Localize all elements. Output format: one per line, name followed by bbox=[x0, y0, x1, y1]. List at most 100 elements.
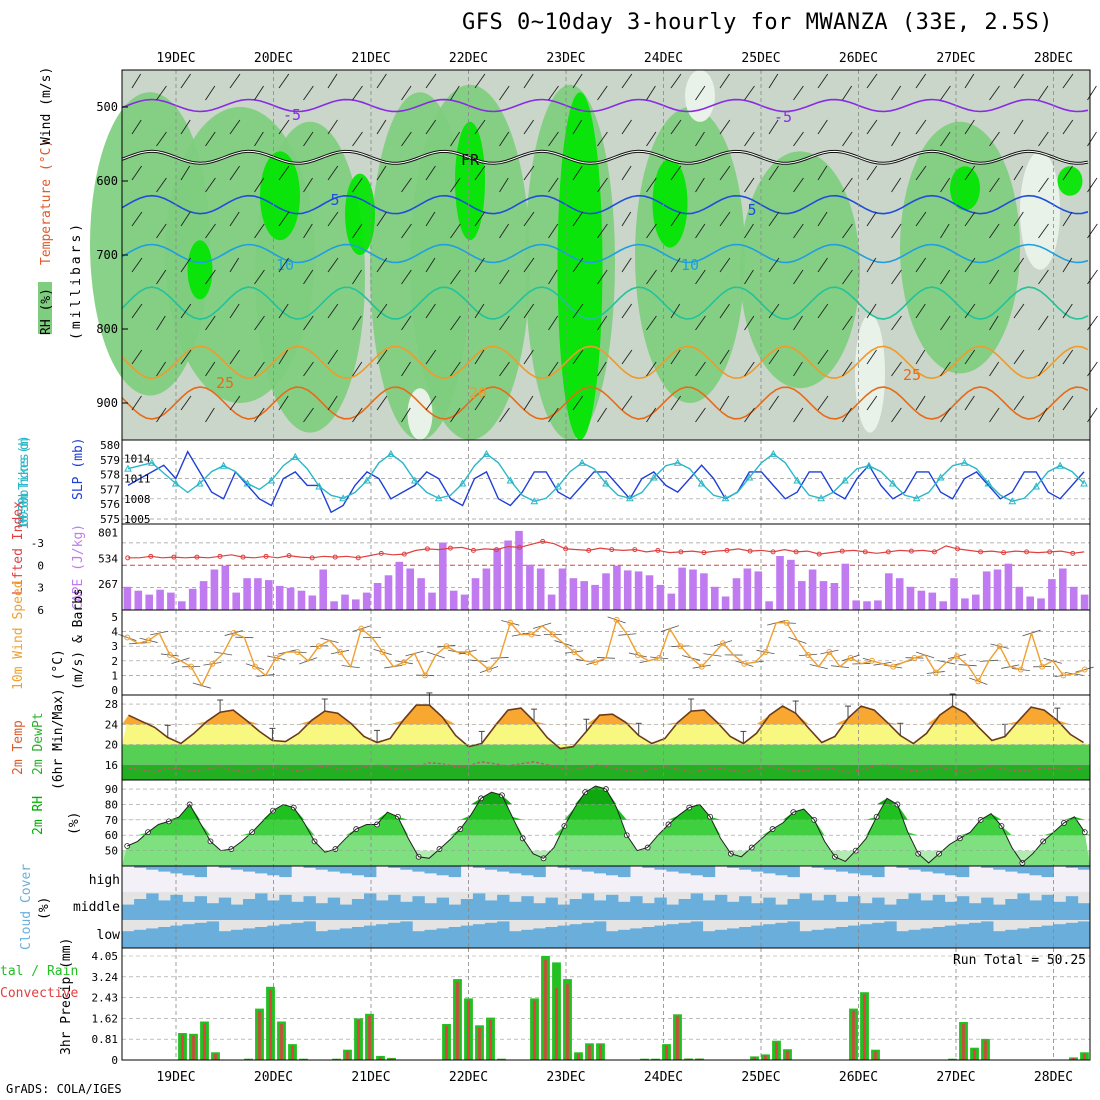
wind10m-point bbox=[783, 619, 790, 626]
cloud-bar bbox=[376, 924, 389, 948]
wind-barb bbox=[646, 361, 657, 377]
cloud-bar bbox=[279, 894, 292, 920]
wind-barb bbox=[842, 131, 853, 147]
wind-barb bbox=[131, 73, 142, 89]
cloud-bar bbox=[521, 929, 534, 948]
wind-barb bbox=[548, 223, 559, 239]
contour-label: -5 bbox=[283, 106, 301, 124]
cloud-bar bbox=[751, 866, 764, 872]
precip-conv-bar bbox=[764, 1055, 767, 1060]
precip-conv-bar bbox=[489, 1019, 492, 1060]
wind-barb bbox=[719, 349, 730, 365]
wind-barb bbox=[327, 349, 338, 365]
wind-barb bbox=[940, 85, 951, 101]
precip-panel: 0 0.81 1.62 2.43 3.24 4.05 Run Total = 50.25 bbox=[92, 947, 1091, 1067]
wind-barb bbox=[180, 349, 192, 365]
wind-tick: 0 bbox=[111, 684, 118, 697]
cloud-bar bbox=[533, 928, 546, 948]
cape-bar bbox=[362, 592, 371, 610]
cape-bar bbox=[449, 590, 458, 610]
cloud-bar bbox=[993, 904, 1006, 920]
wind-barb bbox=[621, 395, 633, 411]
wind-barb bbox=[376, 257, 388, 273]
wind-barb bbox=[572, 349, 584, 365]
cloud-bar bbox=[230, 904, 244, 920]
cloud-bar bbox=[134, 866, 147, 868]
cloud-level-label: middle bbox=[73, 900, 120, 915]
cloud-bar bbox=[303, 866, 316, 868]
wind10m-point bbox=[805, 651, 812, 658]
wind-barb bbox=[1013, 303, 1025, 319]
dewpt-band-low bbox=[122, 764, 1090, 780]
cloud-bar bbox=[412, 896, 425, 920]
cape-bar bbox=[199, 581, 208, 610]
cloud-bar bbox=[557, 925, 570, 948]
cape-bar bbox=[700, 573, 708, 610]
cloud-bar bbox=[787, 921, 800, 948]
cape-bar bbox=[798, 581, 806, 610]
rh-area bbox=[187, 240, 213, 300]
cloud-bar bbox=[1053, 901, 1067, 920]
precip-axis-labels: tal / Rain Convective 3hr Precip (mm) bbox=[0, 938, 78, 1055]
cape-bar bbox=[787, 559, 795, 610]
cape-bar bbox=[319, 569, 327, 610]
wind-barb bbox=[964, 303, 976, 319]
cape-bar bbox=[275, 585, 284, 610]
cloud-bar bbox=[230, 929, 244, 948]
wind-barb bbox=[401, 131, 412, 147]
thickness-point bbox=[124, 464, 132, 472]
cloud-bar bbox=[956, 896, 970, 920]
wind-barb bbox=[352, 315, 362, 331]
wind10m-point bbox=[954, 653, 961, 660]
cape-bar bbox=[515, 530, 523, 610]
wind-barb bbox=[254, 315, 265, 331]
precip-tick: 0.81 bbox=[92, 1033, 119, 1046]
cloud-bar bbox=[702, 931, 716, 948]
rh2m-band bbox=[122, 786, 1090, 805]
cape-bar bbox=[1037, 598, 1045, 610]
wind-barb bbox=[940, 177, 951, 193]
cloud-bar bbox=[993, 866, 1006, 870]
cloud-bar bbox=[702, 900, 716, 920]
pressure-tick: 900 bbox=[96, 396, 118, 410]
date-label-bottom: 27DEC bbox=[936, 1070, 975, 1085]
cloud-bar bbox=[509, 866, 522, 874]
wind-barb bbox=[1062, 395, 1074, 411]
cape-bar bbox=[972, 594, 980, 610]
thickness-point bbox=[339, 494, 347, 502]
cape-bar bbox=[928, 592, 937, 610]
wind-barb bbox=[1013, 257, 1025, 273]
cloud-bar bbox=[533, 903, 546, 920]
wind-barb bbox=[768, 119, 779, 135]
wind-barb bbox=[450, 407, 461, 423]
cloud-bar bbox=[291, 901, 304, 920]
cloud-bar bbox=[811, 866, 825, 868]
contour-label: 10 bbox=[681, 256, 699, 274]
cloud-bar bbox=[388, 866, 401, 868]
cloud-bar bbox=[944, 925, 958, 948]
cape-bar bbox=[569, 578, 578, 610]
rh-dry-area bbox=[855, 314, 885, 433]
slp-line bbox=[127, 450, 1085, 514]
date-label-top: 19DEC bbox=[156, 51, 195, 66]
label-precip-conv: Convective bbox=[0, 986, 78, 1001]
wind-barb bbox=[915, 119, 927, 135]
cloud-bar bbox=[823, 866, 837, 870]
cape-bar bbox=[547, 594, 556, 610]
cloud-bar bbox=[581, 922, 595, 948]
wind-barb bbox=[793, 177, 804, 193]
wind10m-point bbox=[571, 649, 578, 656]
cloud-bar bbox=[158, 927, 171, 948]
cloud-bar bbox=[860, 924, 873, 948]
wind-tick: 1 bbox=[111, 669, 118, 682]
wind-barb bbox=[793, 131, 804, 147]
date-label-bottom: 23DEC bbox=[546, 1070, 585, 1085]
temp-area bbox=[122, 705, 1090, 749]
precip-conv-bar bbox=[368, 1015, 371, 1060]
wind-barb bbox=[303, 177, 313, 193]
cloud-bar bbox=[848, 925, 861, 948]
wind-barb bbox=[1038, 315, 1049, 331]
wind-barb bbox=[989, 85, 1000, 101]
cloud-bar bbox=[339, 928, 353, 948]
cloud-bar bbox=[569, 866, 583, 870]
